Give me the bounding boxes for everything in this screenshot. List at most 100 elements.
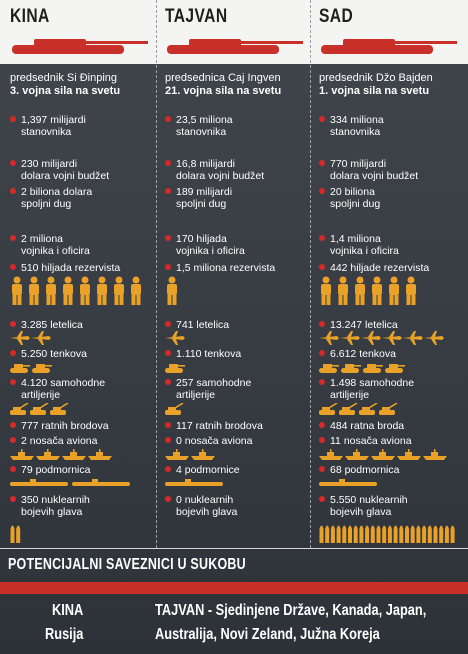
ship-icon-row [165,449,215,460]
stat-population-line2: stanovnika [21,126,72,138]
stat-debt-line1: 189 milijardi [176,186,233,198]
soldier-icon [355,276,365,305]
ally-taiwan-line2: Australija, Novi Zeland, Južna Koreja [155,626,380,643]
stat-tanks: 1.110 tenkova [165,348,241,360]
bullet-dot [319,116,325,122]
plane-icon [424,331,444,345]
stat-carriers: 11 nosača aviona [319,435,412,447]
nuke-icon [370,525,375,543]
stat-population-line2: stanovnika [330,126,381,138]
stat-debt-line2: spoljni dug [21,198,72,210]
plane-icon-row [165,331,185,345]
stat-population: 334 miliona stanovnika [319,114,384,138]
stat-artillery-line1: 4.120 samohodne [21,377,106,389]
column-divider [310,0,311,548]
ship-icon [62,449,86,460]
bullet-dot [165,116,171,122]
stat-submarines-text: 4 podmornice [176,464,240,476]
stat-nukes-line2: bojevih glava [176,506,238,518]
plane-icon [10,331,30,345]
stat-artillery-line2: artiljerije [176,389,216,401]
stat-carriers: 2 nosača aviona [10,435,97,447]
stat-soldiers: 2 miliona vojnika i oficira [10,233,90,257]
bullet-dot [165,321,171,327]
column-taiwan: TAJVAN predsednica Caj Ingven 21. vojna si… [161,0,307,548]
bullet-dot [10,350,16,356]
plane-icon-row [319,331,444,345]
submarine-icon [165,479,223,486]
sub-icon-row [165,479,223,486]
military-rank: 21. vojna sila na svetu [165,85,282,97]
stat-budget-line1: 16,8 milijardi [176,158,235,170]
leader-block: predsednica Caj Ingven 21. vojna sila na … [165,72,281,98]
nuke-icon [439,525,444,543]
stat-debt-line2: spoljni dug [330,198,381,210]
nuke-icon [416,525,421,543]
bullet-dot [319,379,325,385]
bullet-dot [10,437,16,443]
nuke-icon [330,525,335,543]
stat-population-line1: 1,397 milijardi [21,114,86,126]
soldier-icon [80,276,90,305]
stat-tanks-text: 5.250 tenkova [21,348,87,360]
soldier-icon [321,276,331,305]
soldier-icon [46,276,56,305]
stat-ships: 484 ratna broda [319,420,404,432]
stat-tanks-text: 1.110 tenkova [176,348,242,360]
stat-nukes-line1: 0 nuklearnih [176,494,234,506]
soldier-icon [29,276,39,305]
stat-population: 1,397 milijardi stanovnika [10,114,86,138]
nuke-icon [433,525,438,543]
plane-icon [382,331,402,345]
bullet-dot [319,437,325,443]
plane-icon [31,331,51,345]
stat-reserves: 510 hiljada rezervista [10,262,120,274]
tank-banner-icon [167,39,303,54]
ship-icon [10,449,34,460]
ship-icon-row [10,449,112,460]
stat-population-line2: stanovnika [176,126,227,138]
tank-icon [363,364,383,373]
bullet-dot [10,188,16,194]
stat-population-line1: 23,5 miliona [176,114,233,126]
tank-icon-row [165,364,185,373]
stat-artillery-line1: 1.498 samohodne [330,377,415,389]
leader-name: predsednik Si Đinping [10,72,118,84]
stat-debt-line1: 20 biliona [330,186,375,198]
bullet-dot [10,116,16,122]
stat-debt: 20 biliona spoljni dug [319,186,380,210]
ally-china-partner: Rusija [45,626,84,643]
artillery-icon [319,403,338,415]
nuke-icon [353,525,358,543]
stat-nukes-line1: 350 nuklearnih [21,494,90,506]
stat-reserves-text: 1,5 miliona rezervista [176,262,276,274]
soldier-icon [372,276,382,305]
stat-nukes: 5.550 nuklearnih bojevih glava [319,494,408,518]
nuke-icon [16,525,21,543]
nuke-icon [405,525,409,543]
nuke-icon [359,525,364,543]
plane-icon [319,331,339,345]
stat-carriers-text: 2 nosača aviona [21,435,98,447]
artillery-icon [10,403,29,415]
tank-icon [341,364,361,373]
bullet-dot [165,188,171,194]
soldier-icon-row [321,276,416,305]
stat-ships: 777 ratnih brodova [10,420,109,432]
stat-aircraft-text: 741 letelica [176,319,230,331]
nuke-icon [444,525,449,543]
soldier-icon-row [167,276,177,305]
bullet-dot [10,321,16,327]
stat-soldiers-line1: 2 miliona [21,233,64,245]
nuke-icon [348,525,352,543]
nuke-icon [450,525,455,543]
stat-reserves: 1,5 miliona rezervista [165,262,275,274]
section-divider [0,548,468,549]
nuke-icon [342,525,347,543]
stat-reserves-text: 442 hiljade rezervista [330,262,430,274]
tank-icon [385,364,405,373]
artillery-icon [379,403,398,415]
stat-soldiers-line1: 170 hiljada [176,233,227,245]
artillery-icon [339,403,358,415]
